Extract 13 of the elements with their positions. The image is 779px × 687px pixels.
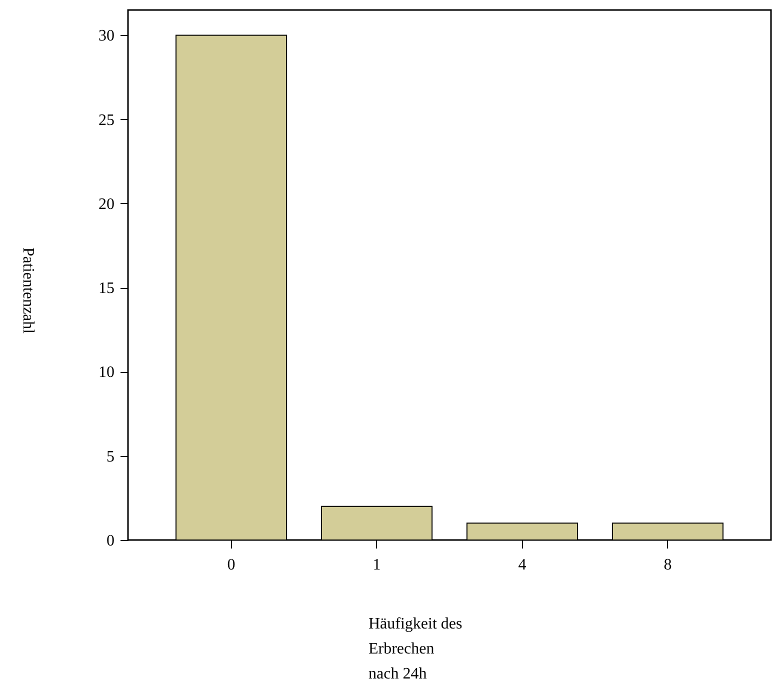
y-tick-label: 0 (106, 532, 114, 550)
y-tick-label: 30 (98, 28, 114, 45)
y-axis-title: Patientenzahl (20, 247, 36, 334)
x-tick-label: 8 (664, 556, 672, 574)
y-tick-label: 15 (98, 280, 114, 298)
y-tick-label: 5 (106, 448, 114, 466)
y-tick-label: 25 (98, 112, 114, 129)
y-tick-label: 20 (98, 196, 114, 213)
y-tick-label: 10 (98, 364, 114, 382)
x-tick-label: 1 (372, 556, 381, 574)
x-tick-label: 4 (518, 556, 526, 574)
x-tick-label: 0 (227, 556, 236, 574)
x-axis-title: Häufigkeit des Erbrechen nach 24h (368, 616, 462, 682)
